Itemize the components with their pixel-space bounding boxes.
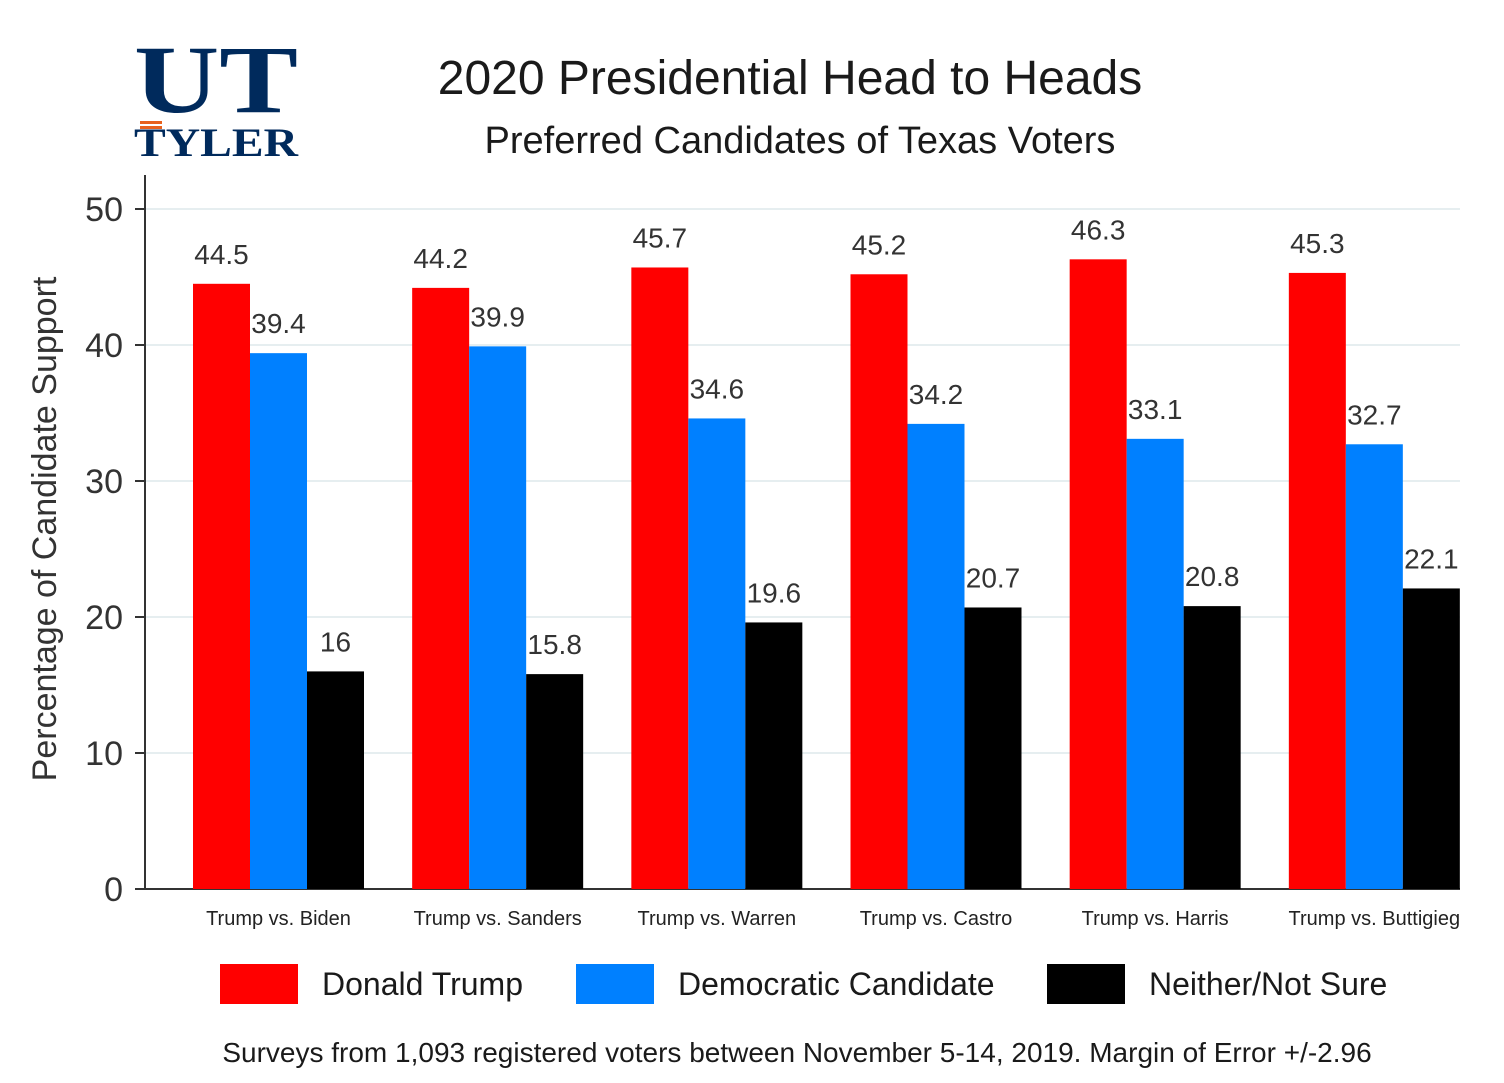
legend-item-neither: Neither/Not Sure [1047,958,1387,1010]
legend-item-trump: Donald Trump [220,958,523,1010]
bar [1069,259,1127,889]
data-label: 33.1 [1128,394,1183,425]
bar [307,671,364,889]
data-label: 46.3 [1071,214,1126,245]
legend-label-trump: Donald Trump [322,965,523,1002]
data-label: 45.7 [633,222,688,253]
bar [1183,606,1241,889]
data-label: 32.7 [1347,399,1402,430]
bar [907,423,965,889]
logo-stripe-icon [140,121,162,124]
logo-tyler-text: TYLER [134,120,299,162]
bar [631,267,689,890]
survey-note: Surveys from 1,093 registered voters bet… [222,1037,1372,1068]
chart-subtitle: Preferred Candidates of Texas Voters [484,120,1116,162]
logo-ut-text: UT [134,30,298,133]
x-tick-label: Trump vs. Sanders [414,908,582,930]
bar [688,418,746,889]
y-tick-label: 20 [85,599,123,637]
data-label: 20.8 [1185,561,1240,592]
x-tick-label: Trump vs. Biden [206,908,351,930]
legend-item-democratic: Democratic Candidate [576,958,995,1010]
bar [1402,588,1460,889]
logo-stripe-icon [140,126,162,129]
bar [469,346,527,889]
x-tick-label: Trump vs. Warren [638,908,797,930]
bar [1345,444,1403,889]
data-label: 16 [320,626,351,657]
legend-label-neither: Neither/Not Sure [1149,965,1388,1002]
data-label: 39.9 [470,301,525,332]
legend-swatch-democratic [576,964,654,1004]
legend-swatch-neither [1047,964,1125,1004]
y-tick-label: 50 [85,191,123,229]
y-tick-label: 10 [85,735,123,773]
bar [193,283,250,889]
x-tick-label: Trump vs. Buttigieg [1289,908,1461,930]
data-label: 44.2 [413,243,468,274]
ut-tyler-logo: UT TYLER [134,30,299,162]
x-tick-label: Trump vs. Harris [1082,908,1229,930]
data-label: 45.2 [852,229,907,260]
bar [964,607,1022,889]
data-label: 34.6 [690,373,745,404]
bar [850,274,908,889]
chart-title: 2020 Presidential Head to Heads [437,52,1143,105]
data-label: 45.3 [1290,228,1345,259]
y-tick-label: 0 [104,871,123,909]
legend-swatch-trump [220,964,298,1004]
legend-label-democratic: Democratic Candidate [678,965,995,1002]
data-label: 22.1 [1404,543,1459,574]
bar [526,674,584,889]
x-tick-label: Trump vs. Castro [860,908,1013,930]
legend: Donald Trump Democratic Candidate Neithe… [0,958,1504,1014]
data-label: 19.6 [747,577,802,608]
data-label: 39.4 [251,308,306,339]
bar [745,622,803,889]
data-label: 44.5 [194,239,249,270]
y-tick-label: 30 [85,463,123,501]
data-label: 34.2 [909,379,964,410]
bar [1288,272,1346,889]
data-label: 15.8 [527,629,582,660]
bar [250,353,307,889]
y-tick-label: 40 [85,327,123,365]
y-axis-title: Percentage of Candidate Support [26,276,64,781]
data-label: 20.7 [966,562,1021,593]
bar [412,287,470,889]
bar [1126,438,1184,889]
